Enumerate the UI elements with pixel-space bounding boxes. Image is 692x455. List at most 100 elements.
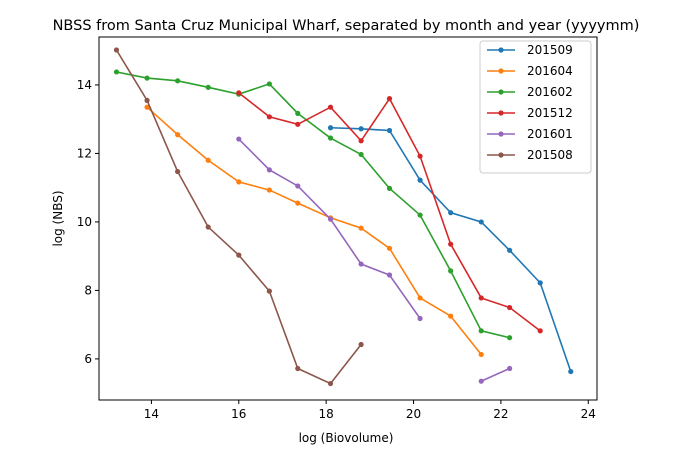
data-point (327, 216, 334, 222)
data-point (417, 315, 423, 322)
data-point (358, 225, 364, 231)
legend-item-201512: 201512 (487, 106, 573, 120)
data-point (175, 131, 181, 138)
data-point (205, 84, 211, 90)
data-point (537, 328, 543, 334)
data-point (266, 81, 272, 87)
data-point (386, 185, 393, 191)
legend-marker (498, 47, 504, 53)
legend-box (479, 40, 592, 174)
series-line-201602 (116, 71, 510, 339)
data-point (478, 219, 484, 225)
series-line-201508 (115, 49, 362, 385)
data-point (266, 167, 272, 173)
data-point (144, 75, 150, 81)
data-point (327, 135, 334, 141)
data-point (295, 110, 301, 116)
data-point (537, 280, 543, 286)
data-point (144, 97, 150, 103)
x-axis: 14 16 18 20 22 24 (144, 400, 596, 421)
y-tick-label: 6 (84, 352, 92, 366)
data-point (358, 126, 364, 132)
legend-label: 201604 (527, 64, 573, 78)
legend-marker (498, 89, 504, 95)
series-line-201604 (146, 106, 482, 355)
x-tick-label: 18 (319, 407, 334, 421)
legend-label: 201601 (527, 127, 573, 141)
data-point (236, 136, 242, 142)
data-point (386, 272, 393, 278)
legend-marker (498, 131, 504, 137)
data-point (266, 114, 272, 120)
data-point (327, 104, 334, 110)
legend-marker (498, 110, 504, 116)
legend-marker (498, 152, 504, 158)
data-point (358, 138, 364, 144)
data-point (113, 47, 120, 53)
data-point (295, 121, 301, 127)
data-point (478, 351, 484, 358)
data-point (478, 378, 484, 384)
x-axis-label: log (Biovolume) (299, 431, 394, 445)
plot-frame (98, 36, 598, 401)
data-point (386, 96, 393, 102)
y-tick-label: 8 (84, 283, 92, 297)
legend-item-201509: 201509 (487, 43, 573, 57)
data-point (448, 210, 454, 216)
series-line-201601 (238, 138, 421, 319)
x-tick-label: 22 (493, 407, 508, 421)
data-point (417, 177, 423, 183)
y-tick-label: 12 (77, 146, 92, 160)
x-tick-label: 14 (144, 407, 159, 421)
data-point (175, 78, 181, 84)
data-point (327, 125, 334, 131)
data-point (327, 380, 334, 387)
data-point (568, 368, 574, 375)
series-201509 (327, 125, 574, 375)
data-point (144, 104, 150, 110)
legend-item-201602: 201602 (487, 85, 573, 99)
x-tick-label: 20 (406, 407, 421, 421)
data-point (295, 200, 301, 206)
data-point (478, 295, 484, 301)
legend-label: 201509 (527, 43, 573, 57)
data-point (448, 241, 454, 247)
y-tick-label: 14 (77, 78, 92, 92)
data-point (386, 245, 393, 251)
data-point (358, 151, 364, 158)
data-point (417, 295, 423, 301)
legend-label: 201508 (527, 148, 573, 162)
y-axis-label: log (NBS) (51, 190, 65, 246)
data-point (295, 365, 301, 372)
series-layer (113, 47, 574, 387)
data-point (358, 261, 364, 267)
x-tick-label: 16 (231, 407, 246, 421)
data-point (236, 252, 242, 258)
data-point (417, 153, 423, 159)
data-point (295, 183, 301, 189)
data-point (266, 288, 272, 294)
legend-item-201508: 201508 (487, 148, 573, 162)
legend-item-201604: 201604 (487, 64, 573, 78)
series-201601 (236, 136, 513, 384)
data-point (507, 247, 513, 253)
data-point (417, 212, 423, 218)
chart-title: NBSS from Santa Cruz Municipal Wharf, se… (53, 18, 640, 34)
y-axis: 6 8 10 12 14 (77, 78, 99, 366)
y-tick-label: 10 (77, 215, 92, 229)
series-201602 (113, 69, 513, 341)
data-point (507, 365, 513, 372)
legend-marker (498, 68, 504, 74)
data-point (507, 335, 513, 341)
series-201512 (236, 90, 543, 334)
legend: 201509 201604 201602 201512 201601 201508 (479, 40, 592, 174)
data-point (448, 313, 454, 319)
series-201604 (144, 104, 484, 358)
data-point (175, 168, 181, 175)
x-tick-label: 24 (581, 407, 596, 421)
data-point (236, 90, 242, 96)
legend-label: 201512 (527, 106, 573, 120)
legend-item-201601: 201601 (487, 127, 573, 141)
data-point (266, 187, 272, 193)
